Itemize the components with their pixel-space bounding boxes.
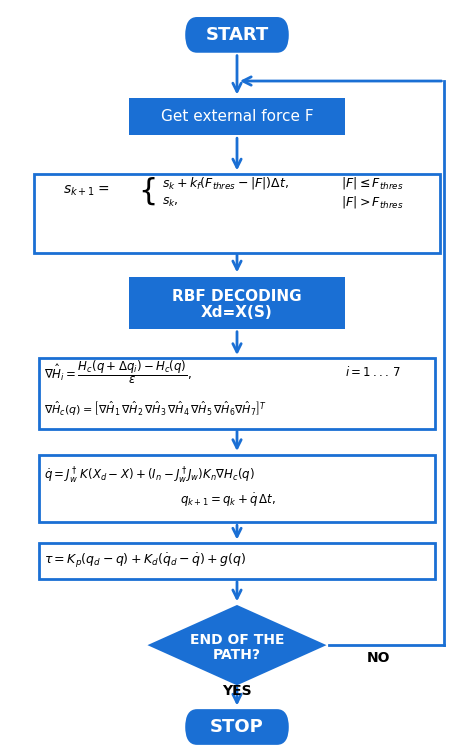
Bar [39, 543, 435, 579]
Text: START: START [205, 26, 269, 44]
Text: $|F| > F_{thres}$: $|F| > F_{thres}$ [341, 194, 403, 211]
Text: $s_k + k_f(F_{thres} - |F|)\Delta t,$: $s_k + k_f(F_{thres} - |F|)\Delta t,$ [162, 175, 289, 191]
Text: $s_{k+1} =$: $s_{k+1} =$ [63, 184, 109, 199]
Text: $|F| \leq F_{thres}$: $|F| \leq F_{thres}$ [341, 175, 403, 191]
FancyBboxPatch shape [185, 709, 289, 745]
Bar [39, 456, 435, 522]
Text: Xd=X(S): Xd=X(S) [201, 305, 273, 320]
Text: YES: YES [222, 684, 252, 698]
Text: $\nabla\hat{H}_c(q) = \left[\nabla\hat{H}_1\,\nabla\hat{H}_2\,\nabla\hat{H}_3\,\: $\nabla\hat{H}_c(q) = \left[\nabla\hat{H… [44, 400, 267, 418]
Text: STOP: STOP [210, 718, 264, 736]
Text: $\dot{q} = J_w^\dagger\,K(X_d - X) + (I_n - J_w^\dagger J_w)K_n\nabla H_c(q)$: $\dot{q} = J_w^\dagger\,K(X_d - X) + (I_… [44, 465, 255, 486]
Text: RBF DECODING: RBF DECODING [172, 289, 302, 304]
Text: $\tau = K_p(q_d - q) + K_d(\dot{q}_d - \dot{q}) + g(q)$: $\tau = K_p(q_d - q) + K_d(\dot{q}_d - \… [44, 552, 246, 570]
Text: $s_k,$: $s_k,$ [162, 196, 178, 209]
Text: NO: NO [366, 651, 390, 665]
Text: $q_{k+1} = q_k + \dot{q}\,\Delta t,$: $q_{k+1} = q_k + \dot{q}\,\Delta t,$ [181, 492, 276, 509]
FancyBboxPatch shape [185, 17, 289, 53]
Bar [128, 276, 346, 329]
Text: $i = 1\,...\,7$: $i = 1\,...\,7$ [346, 365, 401, 379]
Text: END OF THE: END OF THE [190, 633, 284, 647]
Text: Get external force F: Get external force F [161, 109, 313, 124]
Text: $\nabla\hat{H}_i = \dfrac{H_c(q+\Delta q_i) - H_c(q)}{\epsilon},$: $\nabla\hat{H}_i = \dfrac{H_c(q+\Delta q… [44, 358, 191, 386]
Text: $\{$: $\{$ [138, 176, 155, 207]
Text: PATH?: PATH? [213, 648, 261, 662]
Bar [39, 359, 435, 429]
Bar [35, 174, 439, 252]
Bar [128, 98, 346, 135]
Polygon shape [147, 605, 327, 685]
